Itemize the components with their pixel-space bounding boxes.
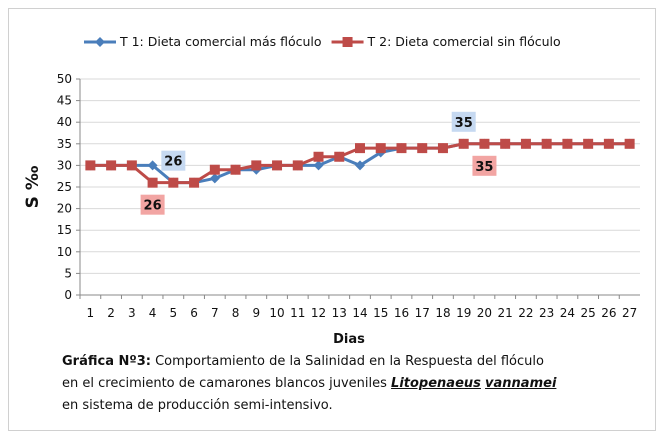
marker xyxy=(417,143,428,154)
marker xyxy=(458,138,469,149)
x-tick-label: 1 xyxy=(87,306,95,320)
y-tick-label: 45 xyxy=(57,94,72,108)
data-label: 26 xyxy=(144,199,162,214)
marker xyxy=(500,138,511,149)
y-tick-label: 35 xyxy=(57,137,72,151)
x-tick-label: 4 xyxy=(149,306,157,320)
y-axis-title: S ‰ xyxy=(23,165,43,208)
marker xyxy=(396,143,407,154)
x-tick-label: 18 xyxy=(435,306,450,320)
caption-text: en sistema de producción semi-intensivo. xyxy=(62,398,333,413)
data-label: 26 xyxy=(164,155,182,170)
y-tick-label: 30 xyxy=(57,158,72,172)
x-tick-label: 24 xyxy=(560,306,575,320)
data-label: 35 xyxy=(455,116,473,131)
marker xyxy=(624,138,635,149)
x-tick-label: 25 xyxy=(581,306,596,320)
x-axis-title: Dias xyxy=(333,332,365,347)
marker xyxy=(272,160,283,171)
marker xyxy=(95,37,105,47)
y-tick-label: 25 xyxy=(57,180,72,194)
marker xyxy=(520,138,531,149)
y-tick-label: 0 xyxy=(64,288,72,302)
x-tick-label: 6 xyxy=(190,306,198,320)
marker xyxy=(541,138,552,149)
caption-line: Gráfica Nº3: Comportamiento de la Salini… xyxy=(62,351,556,373)
caption-text: Comportamiento de la Salinidad en la Res… xyxy=(150,354,544,369)
y-tick-label: 50 xyxy=(57,72,72,86)
species-name: Litopenaeus xyxy=(391,376,481,391)
caption-label: Gráfica Nº3: xyxy=(62,354,151,369)
caption-line: en sistema de producción semi-intensivo. xyxy=(62,395,556,417)
marker xyxy=(479,138,490,149)
marker xyxy=(106,160,117,171)
caption: Gráfica Nº3: Comportamiento de la Salini… xyxy=(62,351,556,417)
marker xyxy=(292,160,303,171)
species-name: vannamei xyxy=(485,376,557,391)
x-tick-label: 11 xyxy=(290,306,305,320)
x-tick-label: 7 xyxy=(211,306,219,320)
data-label-box xyxy=(451,111,476,132)
x-tick-label: 26 xyxy=(601,306,616,320)
x-tick-label: 21 xyxy=(498,306,513,320)
marker xyxy=(562,138,573,149)
marker xyxy=(334,151,345,162)
y-tick-label: 5 xyxy=(64,266,72,280)
marker xyxy=(126,160,137,171)
marker xyxy=(313,160,324,171)
x-tick-label: 2 xyxy=(107,306,115,320)
x-tick-label: 10 xyxy=(269,306,284,320)
marker xyxy=(355,143,365,154)
x-tick-label: 27 xyxy=(622,306,637,320)
marker xyxy=(251,160,262,171)
data-label: 35 xyxy=(475,160,493,175)
marker xyxy=(437,143,448,154)
x-tick-label: 3 xyxy=(128,306,136,320)
marker xyxy=(230,164,241,175)
marker xyxy=(313,151,324,162)
data-label-box xyxy=(472,155,497,176)
x-tick-label: 15 xyxy=(373,306,388,320)
data-label-box xyxy=(161,150,186,171)
x-tick-label: 17 xyxy=(415,306,430,320)
x-tick-label: 13 xyxy=(332,306,347,320)
marker xyxy=(189,177,200,188)
x-tick-label: 16 xyxy=(394,306,409,320)
x-tick-label: 9 xyxy=(252,306,260,320)
y-tick-label: 20 xyxy=(57,202,72,216)
marker xyxy=(209,173,220,184)
frame xyxy=(8,8,656,431)
caption-text: en el crecimiento de camarones blancos j… xyxy=(62,376,392,391)
marker xyxy=(147,177,158,188)
x-tick-label: 5 xyxy=(170,306,178,320)
x-tick-label: 22 xyxy=(518,306,533,320)
marker xyxy=(375,143,386,154)
x-tick-label: 20 xyxy=(477,306,492,320)
marker xyxy=(355,160,365,171)
x-tick-label: 8 xyxy=(232,306,240,320)
x-tick-label: 14 xyxy=(352,306,367,320)
marker xyxy=(583,138,594,149)
x-tick-label: 23 xyxy=(539,306,554,320)
y-tick-label: 15 xyxy=(57,223,72,237)
marker xyxy=(209,164,220,175)
marker xyxy=(147,160,158,171)
legend-label: T 2: Dieta comercial sin flóculo xyxy=(367,34,561,49)
caption-line: en el crecimiento de camarones blancos j… xyxy=(62,373,556,395)
y-tick-label: 40 xyxy=(57,115,72,129)
y-tick-label: 10 xyxy=(57,245,72,259)
marker xyxy=(342,37,353,47)
marker xyxy=(168,177,179,188)
marker xyxy=(85,160,96,171)
data-label-box xyxy=(140,194,165,215)
legend-label: T 1: Dieta comercial más flóculo xyxy=(119,34,322,49)
x-tick-label: 19 xyxy=(456,306,471,320)
x-tick-label: 12 xyxy=(311,306,326,320)
marker xyxy=(603,138,614,149)
